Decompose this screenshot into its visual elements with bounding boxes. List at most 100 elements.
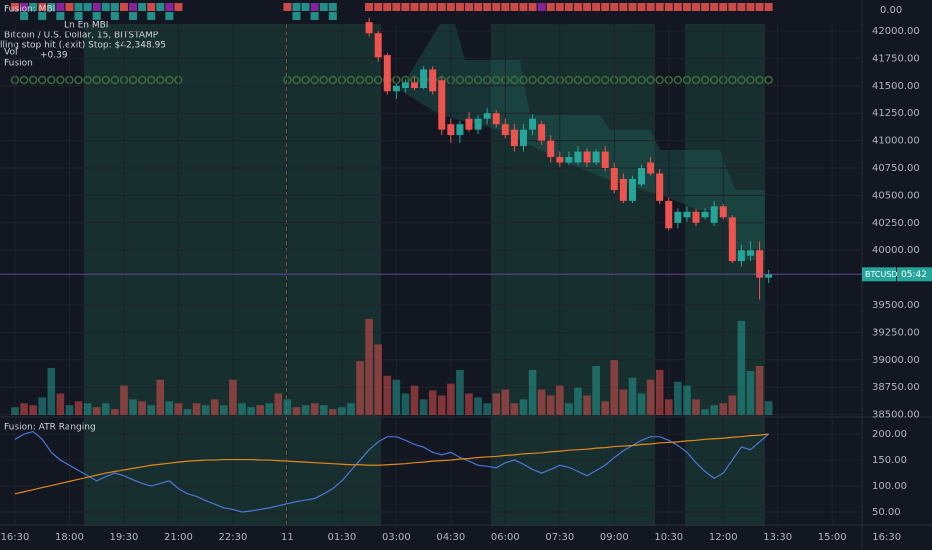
signal-dot	[546, 75, 555, 85]
volume-bar	[328, 409, 337, 415]
volume-bar	[646, 379, 655, 415]
candle-body	[728, 217, 736, 262]
price-tag	[897, 267, 932, 282]
x-tick-label: 04:30	[436, 532, 465, 543]
volume-bar	[519, 399, 528, 415]
volume-bar	[283, 399, 292, 415]
volume-bar	[746, 370, 755, 415]
candle-body	[719, 206, 727, 218]
volume-bar	[147, 405, 155, 415]
candle-body	[556, 157, 564, 163]
y-tick-label: 40500.00	[872, 190, 920, 201]
volume-bar	[637, 393, 646, 415]
volume-bar	[265, 403, 274, 415]
signal-dot	[301, 75, 310, 85]
y-tick-label: 200.00	[872, 429, 907, 440]
mbi-cell	[437, 3, 446, 11]
volume-bar	[692, 399, 700, 415]
volume-bar	[755, 366, 764, 415]
mbi-cell	[83, 3, 92, 11]
price-tag	[862, 267, 896, 282]
signal-dot	[355, 75, 365, 85]
mbi-cell	[737, 3, 746, 11]
volume-bar	[528, 369, 537, 415]
mbi-cell	[165, 3, 174, 11]
signal-dot	[364, 75, 374, 85]
x-tick-label: 15:00	[818, 532, 847, 543]
candle-body	[538, 124, 546, 141]
x-tick-label: 07:30	[545, 532, 574, 543]
volume-bar	[410, 385, 419, 415]
mbi-cell	[310, 12, 319, 20]
mbi-cell	[38, 12, 47, 20]
mbi-cell	[401, 3, 410, 11]
candle-body	[574, 151, 582, 163]
mbi-cell	[119, 3, 128, 11]
candle-body	[583, 151, 591, 163]
candle-body	[429, 69, 437, 92]
countdown: 05:42	[901, 270, 927, 280]
candle-body	[519, 129, 527, 147]
candle-body	[619, 178, 627, 201]
candle-body	[765, 274, 773, 278]
signal-dot	[473, 75, 483, 85]
volume-bar	[165, 401, 174, 415]
mbi-cell	[129, 12, 138, 20]
mbi-cell	[56, 3, 65, 11]
signal-dot	[728, 75, 737, 85]
signal-dot	[709, 75, 719, 85]
candle-body	[411, 82, 419, 89]
signal-dot	[146, 75, 156, 85]
signal-dot	[292, 75, 301, 85]
mbi-cell	[528, 3, 537, 11]
y-tick-label: 38750.00	[872, 382, 920, 393]
candle-body	[674, 211, 682, 223]
signal-dot	[37, 75, 47, 85]
signal-dot	[56, 75, 65, 85]
signal-dot	[346, 75, 356, 85]
y-tick-label: 41750.00	[872, 53, 920, 64]
candle-body	[647, 162, 655, 174]
volume-bar	[447, 383, 455, 415]
volume-bar	[492, 393, 501, 415]
mbi-cell	[47, 3, 56, 11]
signal-dot	[764, 75, 773, 85]
signal-dot	[619, 75, 628, 85]
volume-bar	[29, 405, 37, 415]
volume-bar	[719, 403, 728, 415]
candle-body	[665, 200, 673, 229]
signal-dot	[573, 75, 583, 85]
volume-bar	[229, 379, 237, 415]
volume-bar	[120, 385, 128, 415]
x-tick-label: 18:00	[55, 532, 84, 543]
candle-body	[592, 151, 600, 163]
volume-bar	[501, 389, 510, 415]
volume-bar	[238, 403, 246, 415]
mbi-cell	[65, 3, 74, 11]
candle-body	[529, 118, 537, 130]
mbi-cell	[110, 12, 119, 20]
mbi-cell	[29, 3, 38, 11]
volume-bar	[210, 399, 219, 415]
volume-bar	[65, 405, 74, 415]
candle-body	[447, 124, 455, 136]
mbi-cell	[655, 3, 664, 11]
candle-body	[465, 118, 473, 130]
signal-dot	[83, 75, 92, 85]
volume-bar	[583, 395, 591, 415]
volume-bar	[710, 405, 718, 415]
y-tick-label: 39000.00	[872, 355, 920, 366]
volume-bar	[319, 405, 328, 415]
candle-body	[601, 151, 609, 169]
volume-bar	[247, 407, 255, 415]
x-tick-label: 06:00	[491, 532, 520, 543]
chart-title: Bitcoin / U.S. Dollar, 15, BITSTAMP	[4, 31, 159, 41]
trailing-band	[400, 24, 765, 260]
candle-body	[456, 124, 464, 136]
mbi-cell	[764, 3, 773, 11]
mbi-cell	[419, 3, 428, 11]
signal-dot	[691, 75, 701, 85]
mbi-cell	[446, 3, 455, 11]
volume-bar	[574, 387, 582, 415]
mbi-cell	[510, 3, 519, 11]
